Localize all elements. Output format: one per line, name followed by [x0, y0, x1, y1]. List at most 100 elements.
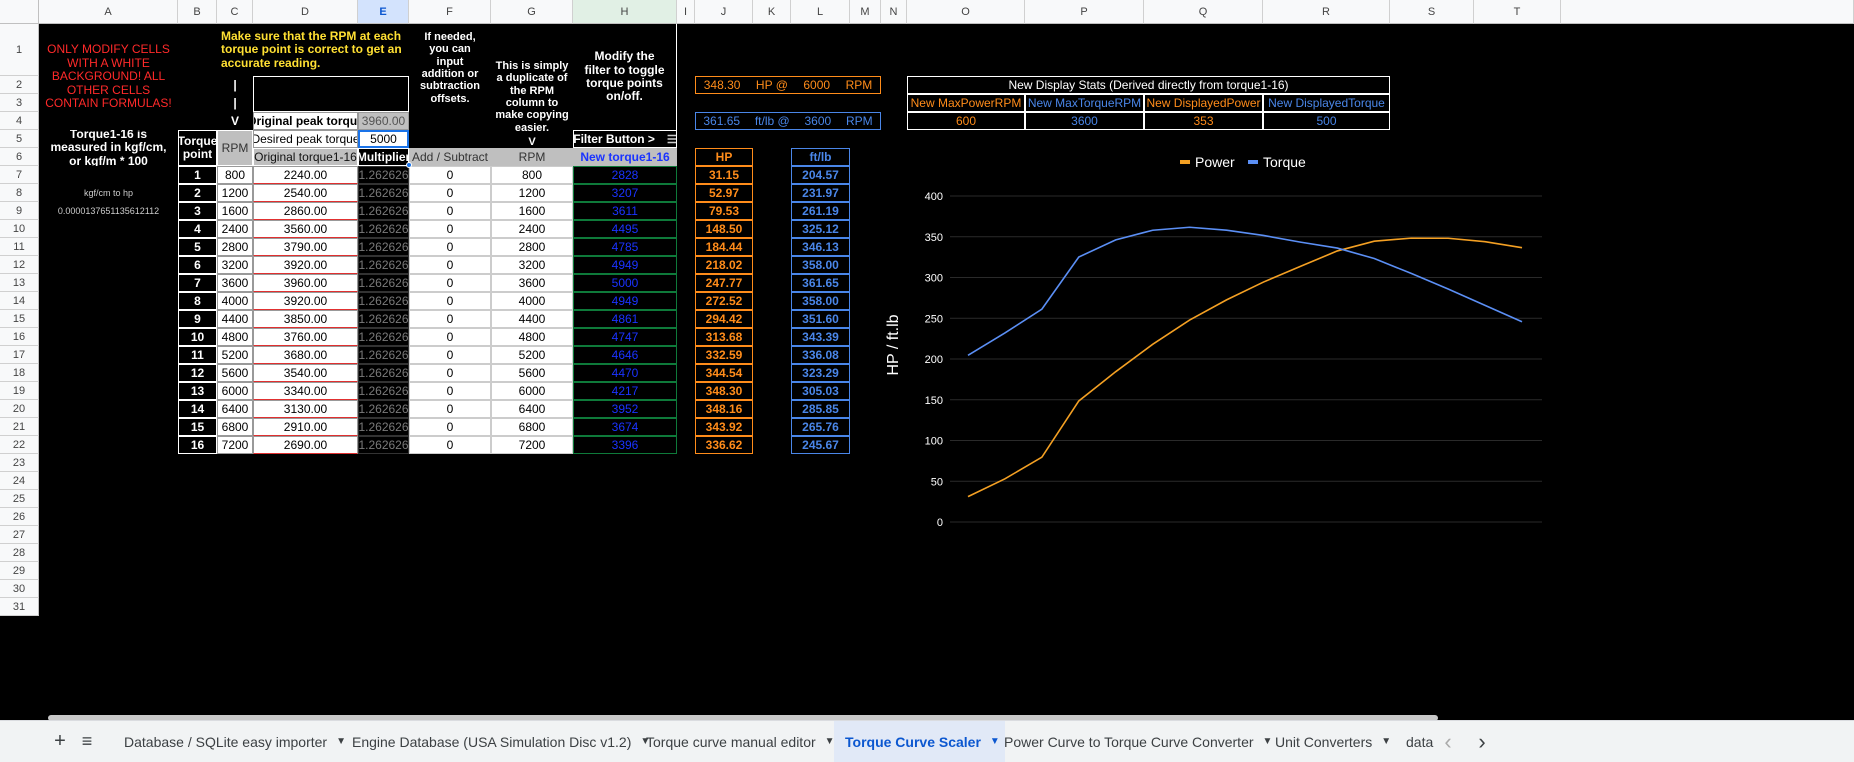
column-header-s[interactable]: S [1390, 0, 1474, 24]
row-header[interactable]: 29 [0, 562, 39, 580]
add-subtract-input[interactable]: 0 [409, 436, 491, 454]
column-header-i[interactable]: I [677, 0, 695, 24]
original-torque-input[interactable]: 3960.00 [253, 274, 358, 292]
rpm-input[interactable]: 5200 [217, 346, 253, 364]
all-sheets-menu-icon[interactable]: ≡ [81, 731, 93, 751]
original-torque-input[interactable]: 3920.00 [253, 292, 358, 310]
column-header-c[interactable]: C [217, 0, 253, 24]
add-subtract-input[interactable]: 0 [409, 400, 491, 418]
row-header[interactable]: 1 [0, 24, 39, 76]
row-header[interactable]: 8 [0, 184, 39, 202]
row-header[interactable]: 18 [0, 364, 39, 382]
row-header[interactable]: 21 [0, 418, 39, 436]
column-header-q[interactable]: Q [1144, 0, 1263, 24]
column-header-n[interactable]: N [881, 0, 907, 24]
original-torque-input[interactable]: 3790.00 [253, 238, 358, 256]
column-header-o[interactable]: O [907, 0, 1025, 24]
rpm-input[interactable]: 800 [217, 166, 253, 184]
row-header[interactable]: 10 [0, 220, 39, 238]
add-sheet-icon[interactable]: + [54, 730, 66, 752]
column-header-l[interactable]: L [791, 0, 850, 24]
add-subtract-input[interactable]: 0 [409, 346, 491, 364]
row-header[interactable]: 31 [0, 598, 39, 616]
rpm-input[interactable]: 3600 [217, 274, 253, 292]
sheet-tab[interactable]: Database / SQLite easy importer ▼ [112, 721, 354, 762]
sheet-tab-active[interactable]: Torque Curve Scaler ▼ [834, 721, 1005, 762]
original-torque-input[interactable]: 2240.00 [253, 166, 358, 184]
row-header[interactable]: 23 [0, 454, 39, 472]
add-subtract-input[interactable]: 0 [409, 274, 491, 292]
row-header[interactable]: 9 [0, 202, 39, 220]
sheet-tab[interactable]: Torque curve manual editor ▼ [634, 721, 846, 762]
add-subtract-input[interactable]: 0 [409, 220, 491, 238]
row-header[interactable]: 19 [0, 382, 39, 400]
original-torque-input[interactable]: 3340.00 [253, 382, 358, 400]
row-header[interactable]: 26 [0, 508, 39, 526]
row-header[interactable]: 6 [0, 148, 39, 166]
add-subtract-input[interactable]: 0 [409, 256, 491, 274]
scroll-tabs-left-icon[interactable]: ‹ [1444, 728, 1452, 754]
original-torque-input[interactable]: 3680.00 [253, 346, 358, 364]
row-header[interactable]: 2 [0, 76, 39, 94]
column-header-h[interactable]: H [573, 0, 677, 24]
column-header-p[interactable]: P [1025, 0, 1144, 24]
rpm-input[interactable]: 4000 [217, 292, 253, 310]
row-header[interactable]: 14 [0, 292, 39, 310]
row-header[interactable]: 13 [0, 274, 39, 292]
column-header-m[interactable]: M [850, 0, 881, 24]
column-header-a[interactable]: A [39, 0, 178, 24]
sheet-tab[interactable]: Unit Converters ▼ [1266, 721, 1405, 762]
sheet-tab[interactable]: data [1396, 721, 1440, 762]
original-torque-input[interactable]: 3850.00 [253, 310, 358, 328]
row-header[interactable]: 11 [0, 238, 39, 256]
original-torque-input[interactable]: 3130.00 [253, 400, 358, 418]
column-header-d[interactable]: D [253, 0, 358, 24]
original-torque-input[interactable]: 2690.00 [253, 436, 358, 454]
row-header[interactable]: 3 [0, 94, 39, 112]
column-header-g[interactable]: G [491, 0, 573, 24]
column-header-r[interactable]: R [1263, 0, 1390, 24]
add-subtract-input[interactable]: 0 [409, 184, 491, 202]
row-header[interactable]: 24 [0, 472, 39, 490]
desired-peak-input[interactable]: 5000 [358, 130, 409, 148]
add-subtract-input[interactable]: 0 [409, 310, 491, 328]
row-header[interactable]: 12 [0, 256, 39, 274]
add-subtract-input[interactable]: 0 [409, 292, 491, 310]
rpm-input[interactable]: 2800 [217, 238, 253, 256]
row-header[interactable]: 25 [0, 490, 39, 508]
row-header[interactable]: 28 [0, 544, 39, 562]
add-subtract-input[interactable]: 0 [409, 418, 491, 436]
add-subtract-input[interactable]: 0 [409, 364, 491, 382]
original-torque-input[interactable]: 2860.00 [253, 202, 358, 220]
original-torque-input[interactable]: 3920.00 [253, 256, 358, 274]
row-header[interactable]: 7 [0, 166, 39, 184]
add-subtract-input[interactable]: 0 [409, 382, 491, 400]
add-subtract-input[interactable]: 0 [409, 238, 491, 256]
spreadsheet-grid[interactable]: A B C D E F G H I J K L M N O P Q R S T 1 2 3 4 5 6 7 8 9 10 11 12 13 14 1… [0, 0, 1854, 720]
original-torque-input[interactable]: 2540.00 [253, 184, 358, 202]
row-header[interactable]: 17 [0, 346, 39, 364]
original-torque-input[interactable]: 3560.00 [253, 220, 358, 238]
filter-icon[interactable]: ☰ [666, 133, 677, 146]
original-torque-input[interactable]: 2910.00 [253, 418, 358, 436]
rpm-input[interactable]: 4400 [217, 310, 253, 328]
rpm-input[interactable]: 6800 [217, 418, 253, 436]
add-subtract-input[interactable]: 0 [409, 166, 491, 184]
horizontal-scrollbar[interactable] [48, 715, 1438, 721]
row-header[interactable]: 16 [0, 328, 39, 346]
row-header[interactable]: 22 [0, 436, 39, 454]
add-subtract-input[interactable]: 0 [409, 202, 491, 220]
selection-fill-handle[interactable] [406, 162, 412, 168]
rpm-input[interactable]: 2400 [217, 220, 253, 238]
rpm-input[interactable]: 3200 [217, 256, 253, 274]
rpm-input[interactable]: 1600 [217, 202, 253, 220]
filter-button[interactable]: Filter Button > ☰ [573, 130, 677, 148]
row-header[interactable]: 4 [0, 112, 39, 130]
sheet-tab[interactable]: Engine Database (USA Simulation Disc v1.… [342, 721, 650, 762]
rpm-input[interactable]: 7200 [217, 436, 253, 454]
add-subtract-input[interactable]: 0 [409, 328, 491, 346]
original-torque-input[interactable]: 3760.00 [253, 328, 358, 346]
rpm-input[interactable]: 5600 [217, 364, 253, 382]
column-header-j[interactable]: J [695, 0, 753, 24]
column-header-t[interactable]: T [1474, 0, 1561, 24]
